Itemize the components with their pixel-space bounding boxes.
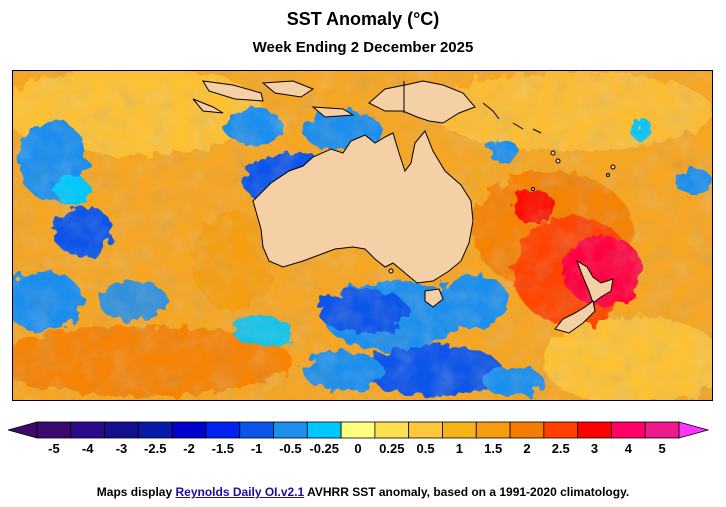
- colorbar-box: [509, 421, 545, 439]
- map-subtitle: Week Ending 2 December 2025: [252, 39, 474, 56]
- colorbar: [8, 421, 710, 439]
- colorbar-box: [36, 421, 72, 439]
- colorbar-tick-label: 4: [624, 441, 632, 456]
- colorbar-box: [104, 421, 139, 439]
- colorbar-box: [171, 421, 207, 439]
- new-zealand-north-landmass: [576, 259, 614, 304]
- colorbar-tick-label: 1: [455, 441, 463, 456]
- colorbar-box: [273, 421, 308, 439]
- colorbar-under-arrow: [8, 421, 38, 439]
- colorbar-tick-label: -1.5: [211, 441, 235, 456]
- colorbar-box: [374, 421, 410, 439]
- colorbar-box: [239, 421, 274, 439]
- map-title: SST Anomaly (°C): [286, 9, 440, 29]
- indonesia-islands: [192, 80, 355, 118]
- tasmania-landmass: [424, 288, 444, 308]
- colorbar-box: [205, 421, 241, 439]
- colorbar-tick-label: 0.25: [379, 441, 405, 456]
- australia-landmass: [252, 130, 474, 284]
- colorbar-tick-label: 2: [523, 441, 531, 456]
- colorbar-box: [577, 421, 612, 439]
- colorbar-tick-label: 0: [354, 441, 362, 456]
- colorbar-box: [306, 421, 342, 439]
- footer-prefix: Maps display: [96, 485, 176, 499]
- colorbar-box: [340, 421, 376, 439]
- colorbar-tick-label: -2: [183, 441, 195, 456]
- colorbar-tick-label: -0.5: [279, 441, 302, 456]
- colorbar-tick-label: 0.5: [416, 441, 435, 456]
- colorbar-tick-label: -0.25: [309, 441, 340, 456]
- colorbar-tick-label: 2.5: [551, 441, 570, 456]
- new-zealand-south-landmass: [554, 300, 596, 334]
- colorbar-tick-label: -3: [115, 441, 128, 456]
- colorbar-box: [137, 421, 173, 439]
- colorbar-tick-label: 5: [658, 441, 666, 456]
- colorbar-over-arrow: [678, 421, 710, 439]
- colorbar-tick-label: -4: [81, 441, 94, 456]
- colorbar-tick-label: -5: [48, 441, 60, 456]
- sst-anomaly-map: [12, 70, 713, 401]
- colorbar-box: [70, 421, 105, 439]
- colorbar-tick-label: 3: [590, 441, 599, 456]
- land-masses: [192, 80, 616, 334]
- footer-note: Maps display Reynolds Daily OI.v2.1 AVHR…: [0, 485, 726, 499]
- colorbar-box: [644, 421, 680, 439]
- sst-map-graphic: [13, 71, 712, 400]
- colorbar-tick-label: -1: [250, 441, 263, 456]
- colorbar-tick-labels: -5 -4 -3 -2.5 -2 -1.5 -1 -0.5 -0.25 0 0.25 0.5 1 1.5 2…: [0, 441, 726, 459]
- colorbar-tick-label: -2.5: [144, 441, 167, 456]
- colorbar-boxes: [36, 421, 680, 439]
- colorbar-box: [611, 421, 646, 439]
- colorbar-box: [543, 421, 579, 439]
- colorbar-box: [408, 421, 443, 439]
- reynolds-oi-link[interactable]: Reynolds Daily OI.v2.1: [175, 485, 305, 499]
- new-guinea-landmass: [368, 80, 476, 124]
- colorbar-box: [442, 421, 477, 439]
- footer-suffix: AVHRR SST anomaly, based on a 1991-2020 …: [304, 485, 630, 499]
- colorbar-tick-label: 1.5: [484, 441, 503, 456]
- colorbar-box: [475, 421, 511, 439]
